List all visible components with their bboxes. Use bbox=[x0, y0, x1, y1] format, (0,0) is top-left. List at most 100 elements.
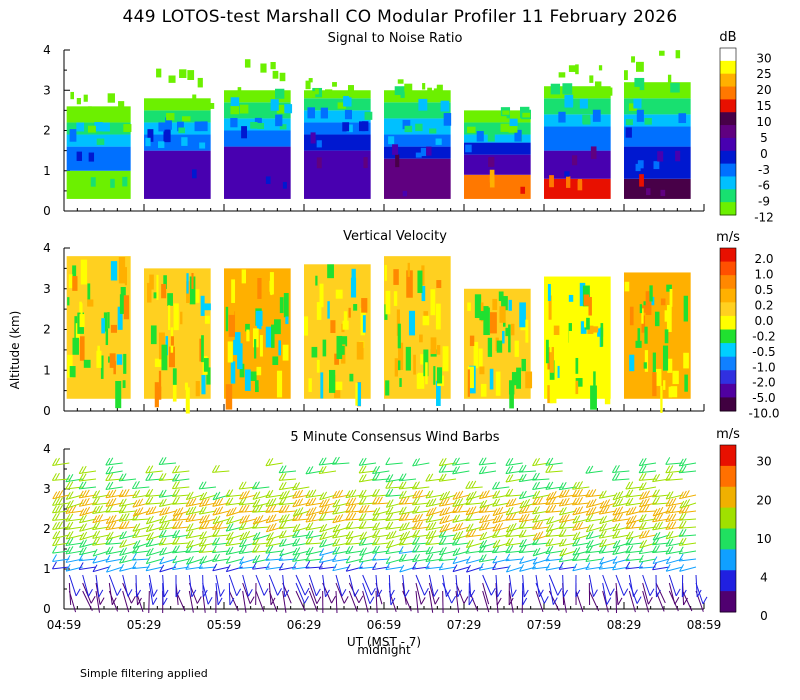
wind-barb bbox=[599, 526, 617, 532]
y-tick-label: 2 bbox=[43, 124, 51, 138]
wind-barb bbox=[268, 582, 272, 605]
wind-barb-flag bbox=[159, 556, 165, 565]
wind-barb bbox=[666, 566, 683, 572]
wind-barb bbox=[412, 526, 430, 530]
wind-barb-flag bbox=[361, 465, 367, 473]
wind-barb-flag bbox=[251, 521, 257, 529]
wind-barb-flag bbox=[655, 522, 661, 530]
wind-barb-flag bbox=[331, 595, 336, 604]
colorbar-swatch bbox=[720, 343, 736, 358]
wind-barb-flag bbox=[295, 553, 300, 562]
wind-barb-flag bbox=[375, 529, 380, 538]
wind-barb bbox=[625, 542, 643, 546]
wind-barb-flag bbox=[535, 457, 540, 466]
vv-texture bbox=[479, 311, 484, 321]
wind-barb-flag bbox=[252, 532, 258, 541]
wind-barb-flag bbox=[418, 489, 424, 498]
wind-barb-flag bbox=[202, 515, 207, 523]
wind-barb-flag bbox=[188, 491, 194, 499]
snr-texture bbox=[284, 104, 293, 114]
wind-barb-flag bbox=[521, 505, 527, 514]
snr-texture bbox=[564, 94, 574, 107]
wind-barb bbox=[465, 486, 483, 489]
wind-barb-flag bbox=[412, 506, 417, 514]
snr-texture bbox=[88, 152, 95, 162]
wind-barb-flag bbox=[361, 505, 367, 513]
wind-barb bbox=[639, 486, 657, 491]
wind-barb-flag bbox=[558, 562, 564, 570]
wind-barb-flag bbox=[278, 505, 284, 513]
snr-texture bbox=[123, 124, 132, 133]
wind-barb-flag bbox=[322, 491, 328, 500]
wind-barb bbox=[399, 494, 417, 499]
wind-barb-flag bbox=[638, 531, 644, 539]
vv-texture bbox=[334, 388, 341, 399]
wind-barb-flag bbox=[161, 489, 167, 498]
snr-texture bbox=[90, 177, 96, 187]
wind-barb-flag bbox=[239, 532, 245, 541]
wind-barb-flag bbox=[265, 515, 271, 523]
snr-texture bbox=[337, 102, 346, 109]
wind-barb-flag bbox=[561, 506, 567, 515]
vv-texture bbox=[233, 339, 239, 356]
wind-barb-flag bbox=[599, 523, 604, 532]
wind-barb-flag bbox=[172, 530, 177, 538]
x-tick-label: 05:29 bbox=[127, 618, 162, 632]
wind-barb-flag bbox=[558, 538, 564, 547]
wind-barb-flag bbox=[401, 490, 407, 499]
wind-barb-flag bbox=[148, 515, 154, 524]
colorbar-label: 25 bbox=[756, 67, 771, 81]
wind-barb bbox=[679, 542, 697, 546]
wind-barb-flag bbox=[612, 523, 618, 532]
wind-barb-flag bbox=[558, 529, 564, 537]
wind-barb bbox=[225, 542, 243, 547]
wind-barb bbox=[559, 550, 577, 557]
wind-barb bbox=[68, 582, 72, 605]
wind-barb-flag bbox=[145, 563, 151, 571]
wind-barb-flag bbox=[572, 563, 578, 571]
wind-barb bbox=[586, 502, 603, 509]
wind-barb-flag bbox=[478, 522, 484, 531]
wind-barb-flag bbox=[136, 589, 141, 598]
wind-barb-flag bbox=[612, 514, 617, 522]
vv-texture bbox=[340, 336, 348, 347]
vv-texture bbox=[420, 354, 424, 365]
vv-texture bbox=[587, 325, 594, 335]
wind-barb-flag bbox=[678, 465, 684, 474]
wind-barb-flag bbox=[671, 497, 677, 506]
wind-barb-flag bbox=[118, 521, 124, 530]
wind-barb-flag bbox=[505, 524, 511, 533]
wind-barb bbox=[122, 574, 129, 597]
wind-barb bbox=[655, 590, 665, 612]
wind-barb bbox=[412, 510, 430, 514]
wind-barb-flag bbox=[271, 504, 277, 513]
wind-barb-flag bbox=[118, 513, 124, 522]
vv-texture bbox=[579, 282, 586, 307]
vv-texture bbox=[393, 269, 399, 285]
snr-texture bbox=[76, 122, 85, 132]
vv-texture bbox=[225, 306, 229, 332]
wind-barb bbox=[335, 590, 338, 613]
wind-barb bbox=[375, 574, 379, 597]
wind-barb-flag bbox=[625, 553, 631, 561]
wind-barb-flag bbox=[158, 537, 164, 546]
wind-barb bbox=[572, 510, 590, 516]
wind-barb-flag bbox=[211, 529, 217, 537]
wind-barb-flag bbox=[270, 597, 276, 606]
wind-barb bbox=[615, 582, 619, 605]
snr-segment bbox=[304, 78, 373, 199]
wind-barb-flag bbox=[401, 496, 407, 505]
wind-barb-flag bbox=[452, 492, 458, 500]
wind-barb-flag bbox=[159, 547, 164, 556]
wind-barb bbox=[479, 502, 497, 509]
wind-barb-flag bbox=[678, 538, 684, 546]
wind-barb-flag bbox=[438, 537, 444, 545]
wind-barb-flag bbox=[226, 508, 231, 517]
snr-layer bbox=[544, 86, 611, 99]
wind-barb bbox=[239, 534, 257, 541]
wind-barb bbox=[82, 590, 93, 611]
wind-barb bbox=[465, 534, 483, 538]
wind-barb-flag bbox=[617, 597, 623, 606]
snr-texture bbox=[158, 141, 165, 148]
